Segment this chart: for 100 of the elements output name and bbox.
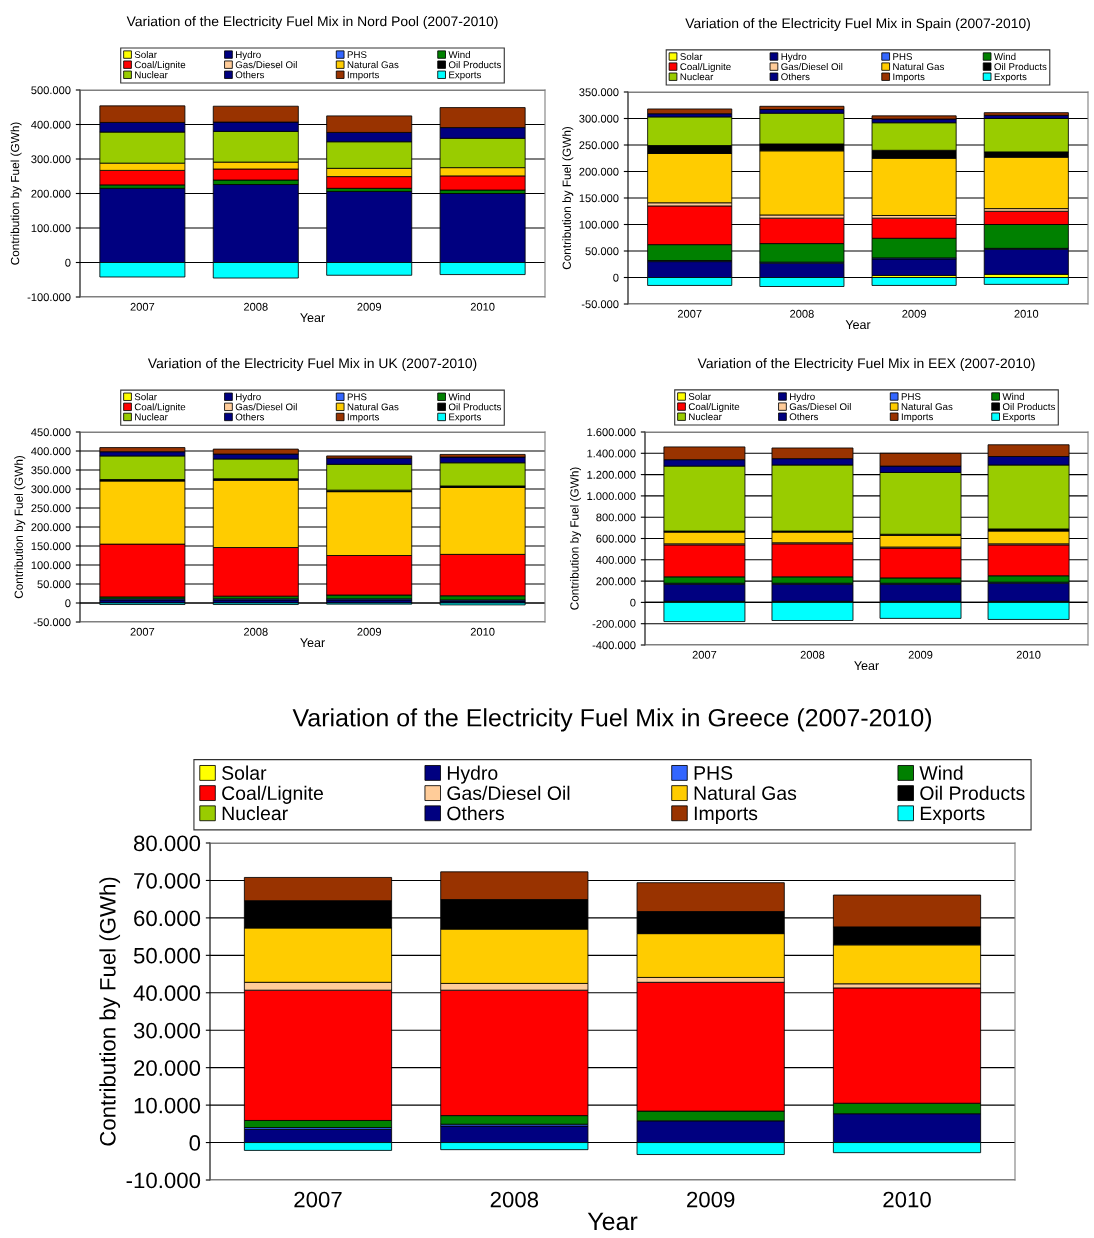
x-tick-label: 2009	[687, 1191, 735, 1208]
y-tick-label: 1.600.000	[587, 428, 636, 437]
x-tick-label: 2008	[800, 650, 825, 659]
y-tick-label: 30.000	[133, 1022, 201, 1039]
y-tick-label: 300.000	[31, 485, 71, 494]
legend-label: Imports	[347, 71, 380, 81]
y-tick-label: 300.000	[579, 114, 619, 123]
y-tick-label: 0	[630, 598, 636, 607]
y-tick-label: 200.000	[31, 523, 71, 532]
y-tick-label: 400.000	[31, 447, 71, 456]
legend-label: Natural Gas	[347, 403, 399, 411]
legend-label: Imports	[901, 413, 934, 423]
x-tick-label: 2007	[692, 650, 717, 659]
x-tick-label: 2008	[243, 627, 268, 636]
y-tick-label: -50.000	[581, 300, 619, 309]
x-tick-label: 2007	[130, 302, 155, 311]
x-axis-title: Year	[300, 313, 325, 323]
x-tick-label: 2007	[294, 1191, 342, 1208]
y-tick-label: 50.000	[585, 247, 619, 256]
legend-label: Others	[447, 805, 504, 821]
legend-label: PHS	[347, 393, 367, 401]
y-tick-label: 20.000	[134, 1060, 201, 1076]
y-tick-label: 100.000	[31, 224, 71, 233]
x-tick-label: 2007	[677, 309, 702, 318]
legend-label: Exports	[449, 71, 482, 81]
y-tick-label: -200.000	[592, 619, 636, 628]
x-tick-label: 2010	[883, 1191, 931, 1208]
legend-label: PHS	[694, 766, 733, 780]
legend-label: Others	[235, 413, 265, 421]
y-tick-label: 70.000	[134, 872, 201, 889]
y-axis-title: Contribution by Fuel (GWh)	[99, 877, 121, 1146]
legend-label: Nuclear	[680, 73, 714, 81]
y-tick-label: 350.000	[31, 466, 71, 475]
legend-label: Gas/Diesel Oil	[235, 403, 297, 411]
x-tick-label: 2008	[790, 309, 814, 318]
y-tick-label: -10.000	[126, 1172, 201, 1189]
legend-label: Coal/Lignite	[222, 785, 323, 804]
legend-label: Others	[235, 71, 265, 79]
y-tick-label: 80.000	[133, 835, 201, 852]
legend-label: Oil Products	[994, 62, 1047, 71]
y-tick-label: 150.000	[579, 194, 619, 203]
x-tick-label: 2010	[1014, 309, 1039, 318]
legend-label: PHS	[347, 51, 367, 59]
legend-label: Imports	[893, 73, 925, 83]
legend-label: Gas/Diesel Oil	[781, 62, 843, 71]
legend-label: Wind	[993, 52, 1016, 61]
legend-label: Coal/Lignite	[134, 61, 186, 71]
legend-label: Wind	[919, 765, 963, 780]
x-tick-label: 2008	[490, 1191, 539, 1208]
legend-label: PHS	[893, 53, 913, 61]
y-tick-label: 200.000	[596, 577, 636, 586]
x-tick-label: 2009	[902, 309, 926, 318]
y-tick-label: 350.000	[579, 88, 619, 97]
y-tick-label: 250.000	[579, 141, 619, 150]
legend-label: Solar	[222, 765, 267, 780]
legend-label: Wind	[1002, 392, 1024, 400]
legend-label: Oil Products	[1002, 402, 1056, 411]
legend-label: Hydro	[236, 393, 261, 403]
legend-label: Hydro	[781, 52, 807, 62]
legend-label: Hydro	[447, 765, 498, 784]
legend-label: Natural Gas	[347, 61, 399, 69]
legend-label: Solar	[134, 50, 157, 59]
legend-label: Nuclear	[135, 71, 168, 79]
y-axis-title: Contribution by Fuel (GWh)	[14, 455, 26, 599]
y-tick-label: 450.000	[31, 428, 71, 437]
legend-label: Hydro	[236, 50, 261, 60]
legend-label: Oil Products	[448, 403, 502, 411]
y-tick-label: 1.000.000	[587, 492, 636, 501]
legend-label: Solar	[134, 393, 157, 401]
legend-label: Nuclear	[135, 413, 168, 421]
y-axis-title: Contribution by Fuel (GWh)	[562, 126, 574, 270]
legend-label: Coal/Lignite	[688, 402, 740, 413]
x-tick-label: 2010	[470, 302, 495, 311]
y-axis-title: Contribution by Fuel (GWh)	[10, 122, 22, 265]
x-tick-label: 2010	[1016, 650, 1041, 659]
y-tick-label: 1.400.000	[587, 449, 636, 458]
y-tick-label: 1.200.000	[587, 470, 636, 479]
x-axis-title: Year	[845, 320, 871, 330]
legend-label: Hydro	[790, 392, 815, 402]
y-tick-label: 250.000	[31, 504, 71, 513]
x-tick-label: 2009	[908, 650, 933, 659]
y-tick-label: -100.000	[27, 293, 71, 302]
legend-label: Natural Gas	[901, 402, 953, 411]
legend-label: Oil Products	[448, 61, 502, 69]
y-tick-label: 0	[65, 258, 71, 267]
legend-label: Exports	[1003, 413, 1036, 423]
chart-title: Variation of the Electricity Fuel Mix in Nord Pool (2007-2010)	[126, 16, 498, 29]
y-tick-label: 100.000	[31, 561, 71, 570]
legend-label: Imports	[347, 413, 380, 423]
x-axis-title: Year	[300, 638, 325, 648]
legend-label: Exports	[449, 413, 482, 423]
legend-label: Others	[789, 413, 819, 421]
legend-label: Exports	[994, 73, 1027, 83]
x-tick-label: 2007	[130, 627, 155, 636]
x-tick-label: 2009	[357, 627, 382, 636]
x-tick-label: 2009	[357, 302, 382, 311]
y-tick-label: 40.000	[133, 985, 201, 1002]
legend-label: Imports	[694, 806, 758, 825]
legend-label: Natural Gas	[694, 785, 797, 801]
y-tick-label: 0	[65, 599, 71, 608]
